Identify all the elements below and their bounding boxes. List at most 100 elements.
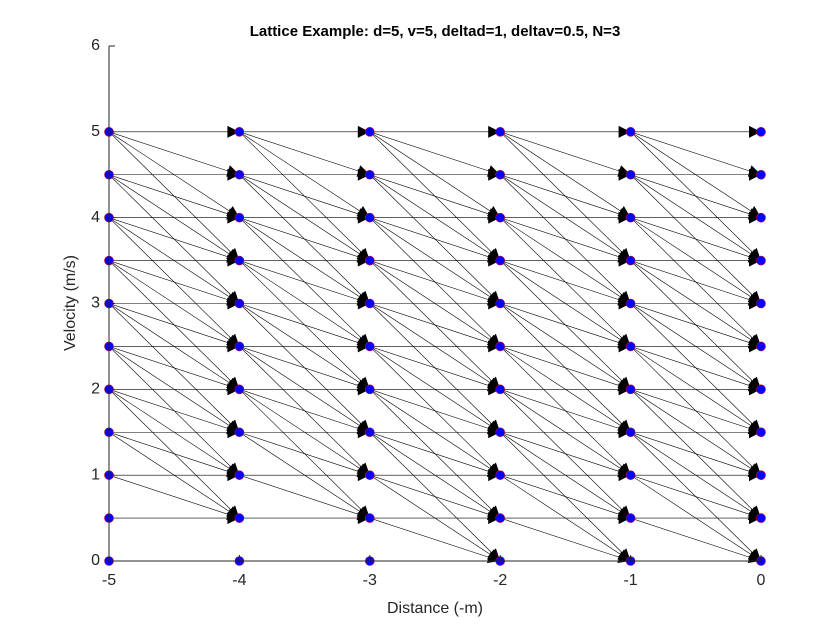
node bbox=[756, 384, 766, 395]
node bbox=[625, 255, 636, 266]
node bbox=[625, 513, 636, 523]
edge bbox=[108, 217, 240, 263]
edge bbox=[500, 474, 631, 521]
node bbox=[625, 212, 636, 223]
x-tick-label: -1 bbox=[623, 572, 637, 589]
edge bbox=[630, 131, 762, 177]
chart-title: Lattice Example: d=5, v=5, deltad=1, del… bbox=[250, 23, 621, 40]
node bbox=[625, 298, 636, 309]
edge bbox=[369, 431, 501, 478]
nodes bbox=[104, 127, 766, 566]
node bbox=[364, 298, 375, 309]
edge bbox=[369, 389, 501, 435]
node bbox=[364, 513, 375, 523]
edge bbox=[500, 260, 631, 306]
edge bbox=[500, 517, 631, 563]
edge bbox=[369, 217, 501, 263]
node bbox=[756, 513, 766, 523]
edge bbox=[239, 303, 370, 349]
edge bbox=[239, 217, 370, 263]
node bbox=[625, 169, 636, 180]
node bbox=[364, 470, 375, 480]
node bbox=[495, 212, 506, 223]
edge bbox=[630, 474, 762, 521]
node bbox=[625, 341, 636, 352]
edge bbox=[630, 303, 762, 349]
node bbox=[364, 427, 375, 438]
edge bbox=[239, 131, 370, 177]
edges bbox=[108, 125, 762, 563]
y-tick-label: 2 bbox=[91, 381, 100, 398]
edge bbox=[500, 217, 631, 263]
edge bbox=[500, 303, 631, 349]
node bbox=[234, 127, 245, 137]
axes: -5 -4 -3 -2 -1 0 0 1 2 3 4 5 6 bbox=[91, 37, 765, 589]
node bbox=[756, 169, 766, 180]
edge bbox=[369, 517, 501, 563]
node bbox=[364, 212, 375, 223]
node bbox=[756, 212, 766, 223]
edge bbox=[500, 346, 631, 392]
node bbox=[364, 384, 375, 395]
node bbox=[234, 513, 245, 523]
node bbox=[756, 341, 766, 352]
edge bbox=[630, 431, 762, 478]
edge bbox=[108, 389, 240, 435]
node bbox=[756, 127, 766, 137]
edge bbox=[239, 474, 370, 521]
x-tick-label: -3 bbox=[363, 572, 377, 589]
node bbox=[364, 255, 375, 266]
edge bbox=[108, 131, 240, 177]
edge bbox=[369, 174, 501, 220]
node bbox=[234, 255, 245, 266]
node bbox=[495, 470, 506, 480]
edge bbox=[108, 303, 240, 349]
edge bbox=[630, 174, 762, 220]
edge bbox=[630, 217, 762, 263]
y-tick-label: 5 bbox=[91, 123, 100, 140]
edge bbox=[239, 389, 370, 435]
edge bbox=[369, 346, 501, 392]
edge bbox=[630, 517, 762, 563]
node bbox=[364, 127, 375, 137]
node bbox=[234, 169, 245, 180]
node bbox=[756, 470, 766, 480]
edge bbox=[630, 346, 762, 392]
y-tick-label: 4 bbox=[91, 209, 100, 226]
node bbox=[495, 298, 506, 309]
edge bbox=[500, 431, 631, 478]
edge bbox=[500, 389, 631, 435]
node bbox=[625, 384, 636, 395]
edge bbox=[369, 474, 501, 521]
edge bbox=[108, 431, 240, 478]
node bbox=[364, 341, 375, 352]
node bbox=[756, 427, 766, 438]
edge bbox=[108, 260, 240, 306]
x-tick-label: 0 bbox=[757, 572, 766, 589]
y-axis-label: Velocity (m/s) bbox=[62, 255, 79, 351]
node bbox=[625, 127, 636, 137]
node bbox=[234, 341, 245, 352]
node bbox=[495, 384, 506, 395]
node bbox=[234, 470, 245, 480]
node bbox=[756, 298, 766, 309]
edge bbox=[108, 174, 240, 220]
node bbox=[756, 255, 766, 266]
edge bbox=[369, 303, 501, 349]
edge bbox=[369, 131, 501, 177]
edge bbox=[239, 431, 370, 478]
x-tick-label: -4 bbox=[232, 572, 246, 589]
edge bbox=[369, 260, 501, 306]
y-tick-label: 3 bbox=[91, 295, 100, 312]
node bbox=[234, 298, 245, 309]
y-tick-label: 0 bbox=[91, 552, 100, 569]
y-tick-label: 6 bbox=[91, 37, 100, 54]
edge bbox=[108, 346, 240, 392]
y-tick-label: 1 bbox=[91, 466, 100, 483]
node bbox=[495, 255, 506, 266]
edge bbox=[630, 389, 762, 435]
node bbox=[234, 212, 245, 223]
node bbox=[495, 341, 506, 352]
